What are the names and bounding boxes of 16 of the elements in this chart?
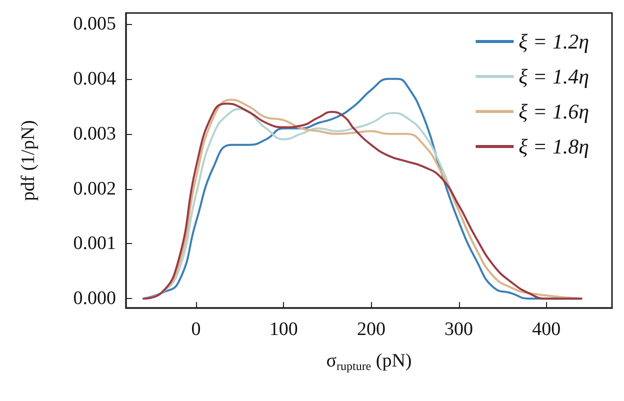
x-tick-label: 300 bbox=[444, 319, 474, 340]
y-tick-label: 0.004 bbox=[73, 68, 116, 90]
y-tick-label: 0.001 bbox=[73, 233, 116, 254]
y-axis-title: pdf (1/pN) bbox=[18, 120, 39, 201]
y-tick-label: 0.000 bbox=[73, 288, 116, 310]
y-tick-label: 0.003 bbox=[73, 123, 116, 144]
x-tick-label: 100 bbox=[269, 319, 298, 340]
legend-label: ξ = 1.4η bbox=[518, 64, 590, 88]
x-tick-label: 400 bbox=[532, 319, 561, 340]
legend-label: ξ = 1.6η bbox=[518, 100, 590, 124]
x-tick-label: 0 bbox=[191, 319, 201, 340]
legend-label: ξ = 1.8η bbox=[518, 134, 590, 158]
y-tick-label: 0.005 bbox=[73, 13, 116, 34]
legend-label: ξ = 1.2η bbox=[518, 30, 590, 54]
x-tick-label: 200 bbox=[356, 319, 386, 340]
y-tick-label: 0.002 bbox=[73, 178, 116, 200]
